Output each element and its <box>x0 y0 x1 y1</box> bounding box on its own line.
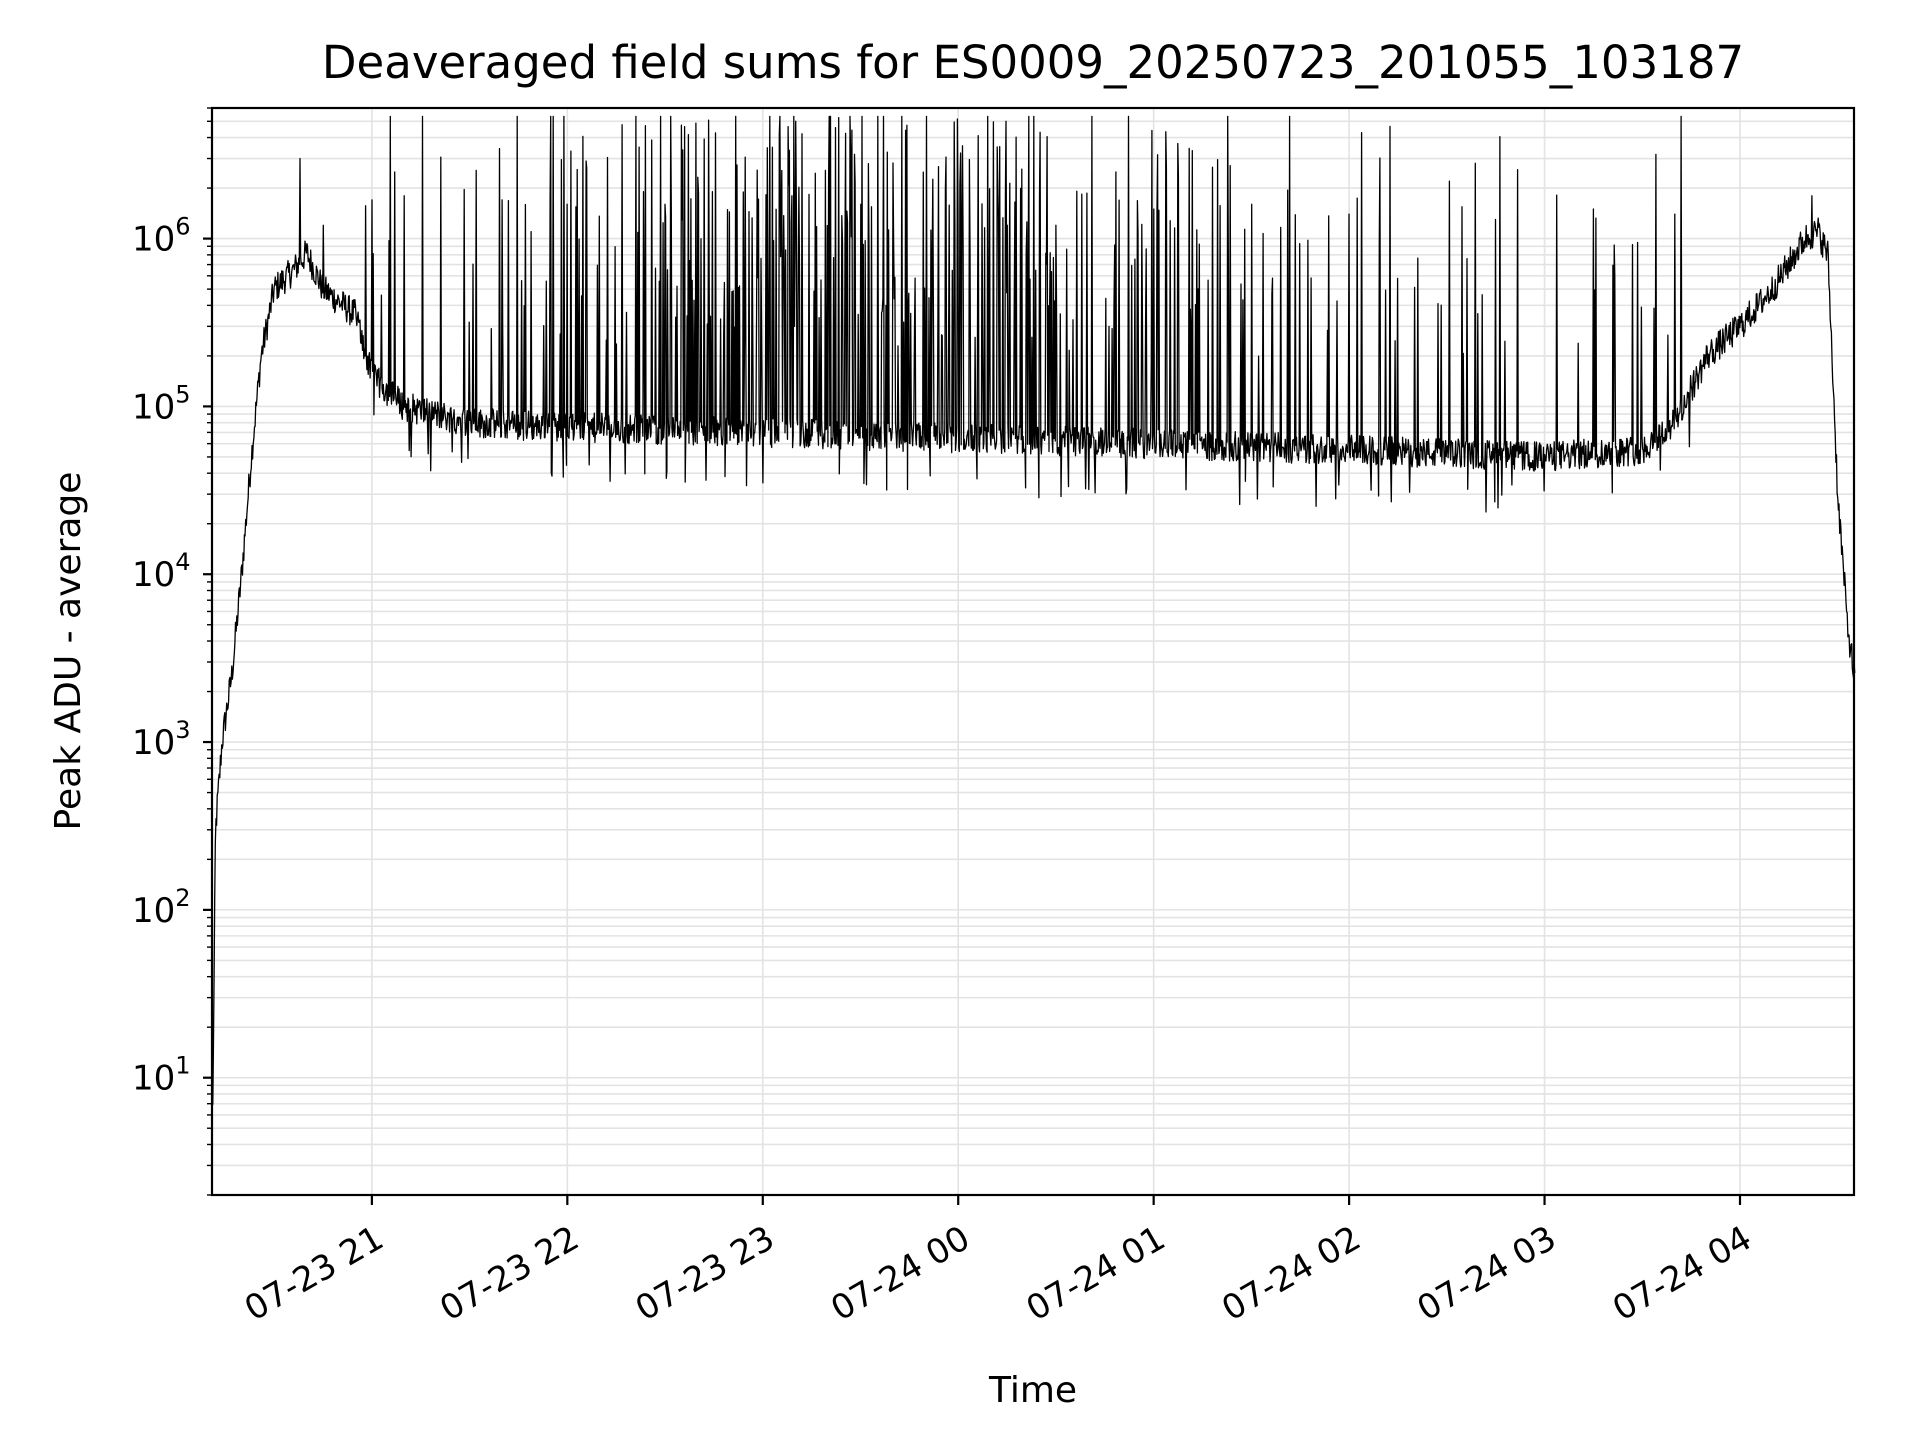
y-tick-label: 103 <box>132 716 191 763</box>
x-tick-label: 07-23 22 <box>433 1218 585 1329</box>
series-line <box>212 115 1856 1105</box>
series-line-group <box>212 115 1856 1105</box>
y-tick-label: 102 <box>132 884 191 931</box>
axis-ticks <box>203 107 1742 1205</box>
y-tick-labels: 101 102 103 104 105 106 <box>132 213 191 1099</box>
y-tick-label: 104 <box>132 548 191 595</box>
y-tick-label: 101 <box>132 1052 191 1099</box>
x-tick-label: 07-24 04 <box>1606 1218 1758 1329</box>
chart-title: Deaveraged field sums for ES0009_2025072… <box>322 36 1744 89</box>
y-axis-label: Peak ADU - average <box>48 472 89 831</box>
x-tick-label: 07-24 03 <box>1411 1218 1563 1329</box>
x-tick-label: 07-24 00 <box>824 1218 976 1329</box>
y-tick-label: 105 <box>132 380 191 427</box>
x-tick-labels: 07-23 21 07-23 22 07-23 23 07-24 00 07-24 01… <box>238 1218 1759 1329</box>
x-tick-label: 07-24 01 <box>1020 1218 1172 1329</box>
x-tick-label: 07-23 23 <box>629 1218 781 1329</box>
x-tick-label: 07-24 02 <box>1215 1218 1367 1329</box>
y-tick-label: 106 <box>132 213 191 260</box>
x-tick-label: 07-23 21 <box>238 1218 390 1329</box>
plot-frame <box>210 106 1856 1197</box>
x-axis-label: Time <box>988 1370 1077 1411</box>
